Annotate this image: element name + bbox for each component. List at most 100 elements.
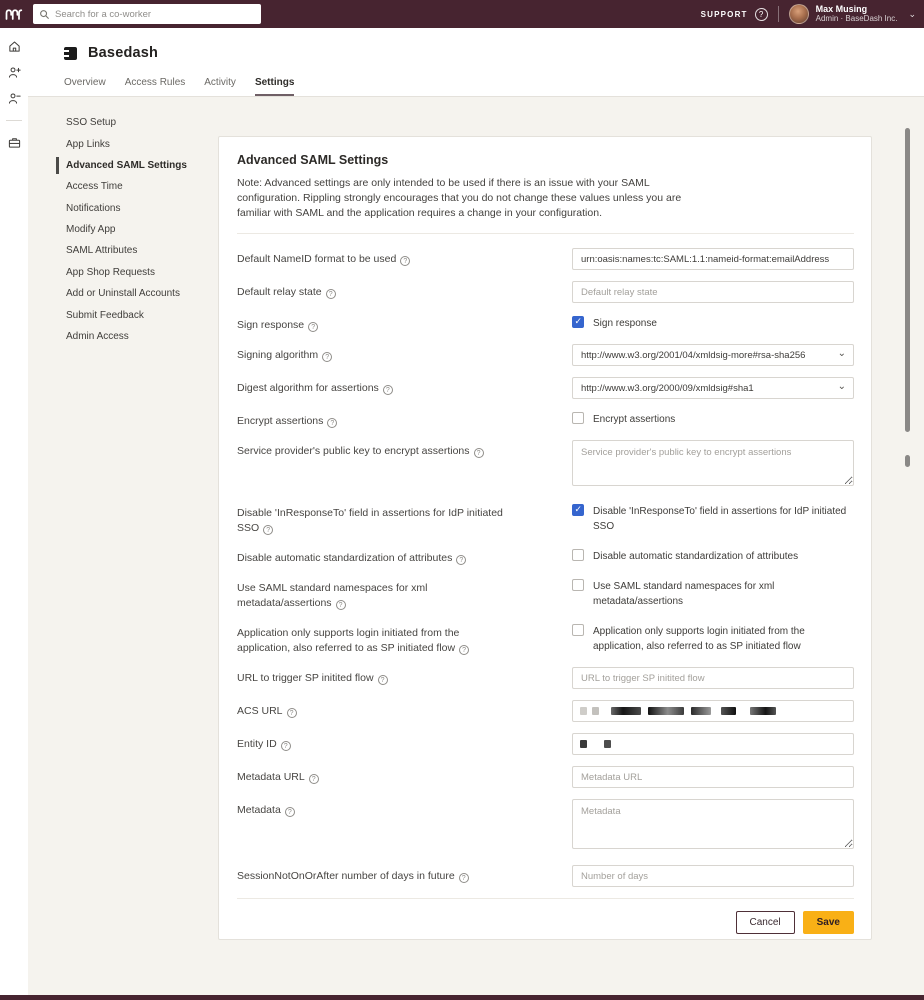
field-label: URL to trigger SP initited flow: [237, 667, 507, 686]
nav-item-access-time[interactable]: Access Time: [66, 181, 123, 193]
form-row: Use SAML standard namespaces for xml met…: [237, 577, 854, 611]
form-row: ACS URL: [237, 700, 854, 722]
form-row: Disable automatic standardization of att…: [237, 547, 854, 566]
nav-item-saml-attributes[interactable]: SAML Attributes: [66, 245, 138, 257]
info-icon[interactable]: [459, 645, 470, 655]
checkbox-label: Use SAML standard namespaces for xml met…: [593, 581, 775, 607]
field-label-text: Default relay state: [237, 286, 322, 298]
support-label[interactable]: SUPPORT: [700, 9, 748, 19]
nav-item-advanced-saml-settings[interactable]: Advanced SAML Settings: [56, 155, 231, 176]
scrollbar-thumb[interactable]: [905, 128, 910, 432]
sign-response-checkbox[interactable]: [572, 316, 584, 328]
redacted-text: [580, 740, 587, 748]
tab-access-rules[interactable]: Access Rules: [124, 77, 186, 88]
info-icon[interactable]: [263, 525, 274, 535]
briefcase-icon[interactable]: [8, 136, 21, 149]
cancel-button[interactable]: Cancel: [735, 911, 795, 934]
nav-item-notifications[interactable]: Notifications: [66, 202, 121, 214]
redacted-text: [580, 707, 587, 715]
info-icon[interactable]: [458, 873, 469, 883]
sp-initiated-only-checkbox[interactable]: [572, 624, 584, 636]
top-bar: SUPPORT Max Musing Admin · BaseDash Inc.: [0, 0, 924, 28]
field-label: Disable 'InResponseTo' field in assertio…: [237, 502, 507, 536]
save-button[interactable]: Save: [802, 911, 854, 934]
nav-item-app-shop-requests[interactable]: App Shop Requests: [66, 266, 155, 278]
info-icon[interactable]: [377, 675, 388, 685]
info-icon[interactable]: [456, 555, 467, 565]
info-icon[interactable]: [308, 774, 319, 784]
rippling-logo-icon[interactable]: [0, 0, 28, 28]
sp-public-key-textarea[interactable]: [572, 440, 854, 486]
disable-inresponseto-checkbox[interactable]: [572, 504, 584, 516]
entity-id-input[interactable]: [572, 733, 854, 755]
nav-item-modify-app[interactable]: Modify App: [66, 224, 116, 236]
acs-url-input[interactable]: [572, 700, 854, 722]
info-icon[interactable]: [308, 322, 319, 332]
field-label-text: Encrypt assertions: [237, 415, 324, 427]
field-label: Use SAML standard namespaces for xml met…: [237, 577, 507, 611]
user-role: Admin · BaseDash Inc.: [815, 14, 898, 23]
help-icon[interactable]: [754, 7, 768, 21]
user-info[interactable]: Max Musing Admin · BaseDash Inc.: [816, 4, 898, 24]
home-icon[interactable]: [8, 40, 21, 53]
nameid-format-input[interactable]: [572, 248, 854, 270]
chevron-down-icon: [838, 348, 846, 359]
encrypt-assertions-checkbox[interactable]: [572, 412, 584, 424]
checkbox-label: Disable 'InResponseTo' field in assertio…: [593, 506, 847, 532]
field-label-text: Use SAML standard namespaces for xml met…: [237, 582, 428, 609]
field-label: Disable automatic standardization of att…: [237, 547, 507, 566]
metadata-textarea[interactable]: [572, 799, 854, 849]
tab-activity[interactable]: Activity: [204, 77, 236, 88]
redacted-text: [604, 740, 611, 748]
remove-person-icon[interactable]: [8, 92, 21, 105]
nav-item-sso-setup[interactable]: SSO Setup: [66, 117, 117, 129]
add-person-icon[interactable]: [8, 66, 21, 79]
info-icon[interactable]: [284, 807, 295, 817]
user-avatar[interactable]: [788, 4, 809, 24]
nav-item-submit-feedback[interactable]: Submit Feedback: [66, 309, 144, 321]
form-row: Default relay state: [237, 281, 854, 303]
info-icon[interactable]: [382, 385, 393, 395]
nav-item-add-or-uninstall-accounts[interactable]: Add or Uninstall Accounts: [66, 288, 180, 300]
info-icon[interactable]: [286, 708, 297, 718]
field-label-text: Signing algorithm: [237, 349, 319, 361]
info-icon[interactable]: [322, 352, 333, 362]
info-icon[interactable]: [280, 741, 291, 751]
info-icon[interactable]: [473, 448, 484, 458]
field-label-text: Entity ID: [237, 738, 277, 750]
nav-item-app-links[interactable]: App Links: [66, 138, 110, 150]
search-input[interactable]: [55, 8, 255, 20]
divider: [777, 6, 779, 22]
form-row: Default NameID format to be used: [237, 248, 854, 270]
info-icon[interactable]: [335, 600, 346, 610]
tab-overview[interactable]: Overview: [64, 77, 106, 88]
info-icon[interactable]: [400, 256, 411, 266]
form-row: Metadata URL: [237, 766, 854, 788]
window-edge: [0, 995, 924, 1000]
metadata-url-input[interactable]: [572, 766, 854, 788]
field-label-text: URL to trigger SP initited flow: [237, 672, 374, 684]
search-icon: [40, 9, 50, 19]
field-label-text: Disable 'InResponseTo' field in assertio…: [237, 507, 503, 534]
digest-algorithm-select[interactable]: http://www.w3.org/2000/09/xmldsig#sha1: [572, 377, 854, 399]
session-days-input[interactable]: [572, 865, 854, 887]
info-icon[interactable]: [327, 418, 338, 428]
form-row: Application only supports login initiate…: [237, 622, 854, 656]
nav-item-admin-access[interactable]: Admin Access: [66, 330, 129, 342]
select-value: http://www.w3.org/2001/04/xmldsig-more#r…: [581, 349, 806, 361]
redacted-text: [721, 707, 736, 715]
scrollbar-nub[interactable]: [905, 455, 910, 467]
chevron-down-icon[interactable]: [908, 9, 916, 20]
relay-state-input[interactable]: [572, 281, 854, 303]
form-row: Service provider's public key to encrypt…: [237, 440, 854, 491]
field-label-text: Service provider's public key to encrypt…: [237, 445, 470, 457]
redacted-text: [750, 707, 776, 715]
sp-flow-url-input[interactable]: [572, 667, 854, 689]
field-label: Metadata: [237, 799, 507, 818]
disable-standardization-checkbox[interactable]: [572, 549, 584, 561]
signing-algorithm-select[interactable]: http://www.w3.org/2001/04/xmldsig-more#r…: [572, 344, 854, 366]
tab-settings[interactable]: Settings: [254, 77, 295, 96]
redacted-text: [648, 707, 684, 715]
info-icon[interactable]: [325, 289, 336, 299]
saml-namespaces-checkbox[interactable]: [572, 579, 584, 591]
